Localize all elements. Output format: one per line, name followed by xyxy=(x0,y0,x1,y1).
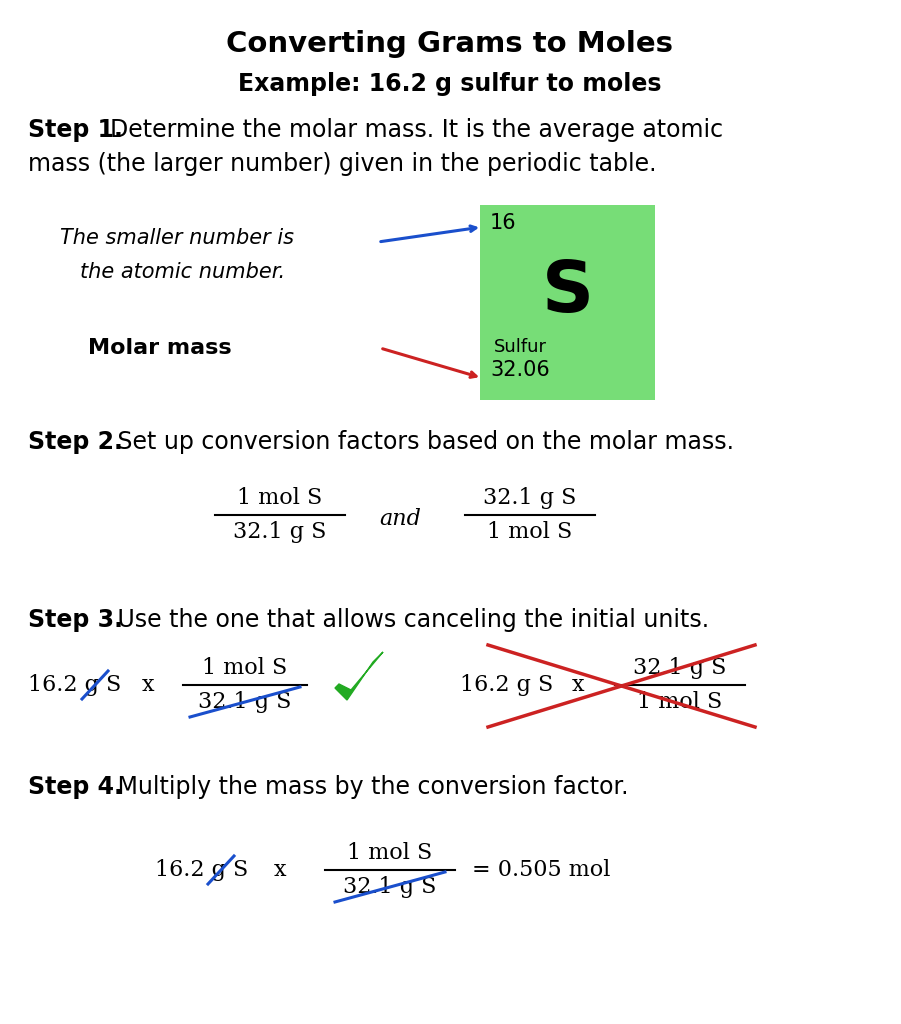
Text: = 0.505 mol: = 0.505 mol xyxy=(472,859,610,881)
Text: 32.1 g S: 32.1 g S xyxy=(198,691,292,713)
Text: 1 mol S: 1 mol S xyxy=(203,657,287,679)
Text: 32.06: 32.06 xyxy=(490,360,550,380)
Text: Step 4.: Step 4. xyxy=(28,775,123,799)
Text: 32.1 g S: 32.1 g S xyxy=(483,487,577,509)
Text: Step 1.: Step 1. xyxy=(28,118,123,142)
Text: 16.2 g S: 16.2 g S xyxy=(155,859,249,881)
Text: Example: 16.2 g sulfur to moles: Example: 16.2 g sulfur to moles xyxy=(238,72,661,96)
Text: Step 2.: Step 2. xyxy=(28,430,123,454)
Text: 16.2 g S: 16.2 g S xyxy=(460,674,553,696)
Text: 16: 16 xyxy=(490,213,516,233)
Text: 1 mol S: 1 mol S xyxy=(237,487,323,509)
Text: 32.1 g S: 32.1 g S xyxy=(233,521,327,543)
Text: the atomic number.: the atomic number. xyxy=(80,262,285,282)
Text: Molar mass: Molar mass xyxy=(88,338,232,358)
Text: The smaller number is: The smaller number is xyxy=(60,228,294,248)
Text: 32.1 g S: 32.1 g S xyxy=(633,657,727,679)
Polygon shape xyxy=(335,652,383,700)
Text: S: S xyxy=(542,258,594,327)
Bar xyxy=(480,205,655,400)
Text: Sulfur: Sulfur xyxy=(494,338,547,356)
Text: x: x xyxy=(572,674,584,696)
Text: Set up conversion factors based on the molar mass.: Set up conversion factors based on the m… xyxy=(110,430,734,454)
Text: 1 mol S: 1 mol S xyxy=(487,521,573,543)
Text: 32.1 g S: 32.1 g S xyxy=(343,876,437,898)
Text: Use the one that allows canceling the initial units.: Use the one that allows canceling the in… xyxy=(110,608,709,632)
Text: 1 mol S: 1 mol S xyxy=(637,691,723,713)
Text: and: and xyxy=(379,508,421,530)
Text: Determine the molar mass. It is the average atomic: Determine the molar mass. It is the aver… xyxy=(110,118,724,142)
Text: Step 3.: Step 3. xyxy=(28,608,123,632)
Text: 1 mol S: 1 mol S xyxy=(348,842,432,864)
Text: Multiply the mass by the conversion factor.: Multiply the mass by the conversion fact… xyxy=(110,775,629,799)
Text: 16.2 g S: 16.2 g S xyxy=(28,674,122,696)
Text: Converting Grams to Moles: Converting Grams to Moles xyxy=(226,30,674,58)
Text: mass (the larger number) given in the periodic table.: mass (the larger number) given in the pe… xyxy=(28,152,657,176)
Text: x: x xyxy=(141,674,154,696)
Text: x: x xyxy=(274,859,287,881)
